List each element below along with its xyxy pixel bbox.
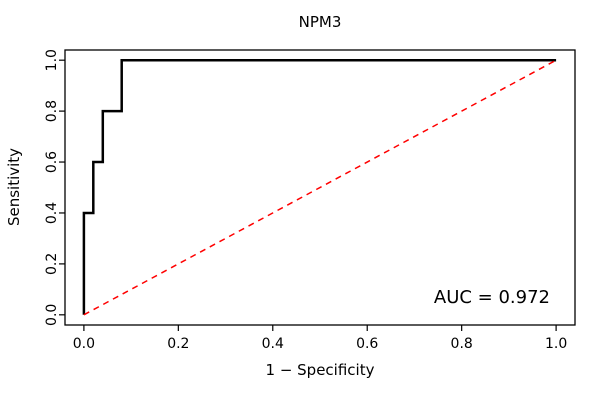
y-tick-label: 1.0 — [44, 49, 60, 71]
x-tick-label: 1.0 — [545, 336, 567, 352]
auc-annotation: AUC = 0.972 — [433, 287, 550, 308]
y-tick-label: 0.0 — [44, 304, 60, 326]
chart-title: NPM3 — [298, 13, 342, 31]
x-tick-label: 0.0 — [73, 336, 95, 352]
y-tick-label: 0.4 — [44, 202, 60, 224]
reference-diagonal — [83, 59, 557, 316]
y-tick-label: 0.8 — [44, 100, 60, 122]
plot-border — [64, 49, 576, 326]
x-tick-label: 0.2 — [167, 336, 189, 352]
y-tick-label: 0.6 — [44, 151, 60, 173]
x-axis-label: 1 − Specificity — [265, 361, 375, 379]
y-tick-label: 0.2 — [44, 253, 60, 275]
x-tick-label: 0.4 — [262, 336, 284, 352]
x-tick-label: 0.8 — [451, 336, 473, 352]
x-tick-label: 0.6 — [356, 336, 378, 352]
roc-curve — [82, 58, 557, 315]
y-axis-label: Sensitivity — [5, 147, 23, 227]
